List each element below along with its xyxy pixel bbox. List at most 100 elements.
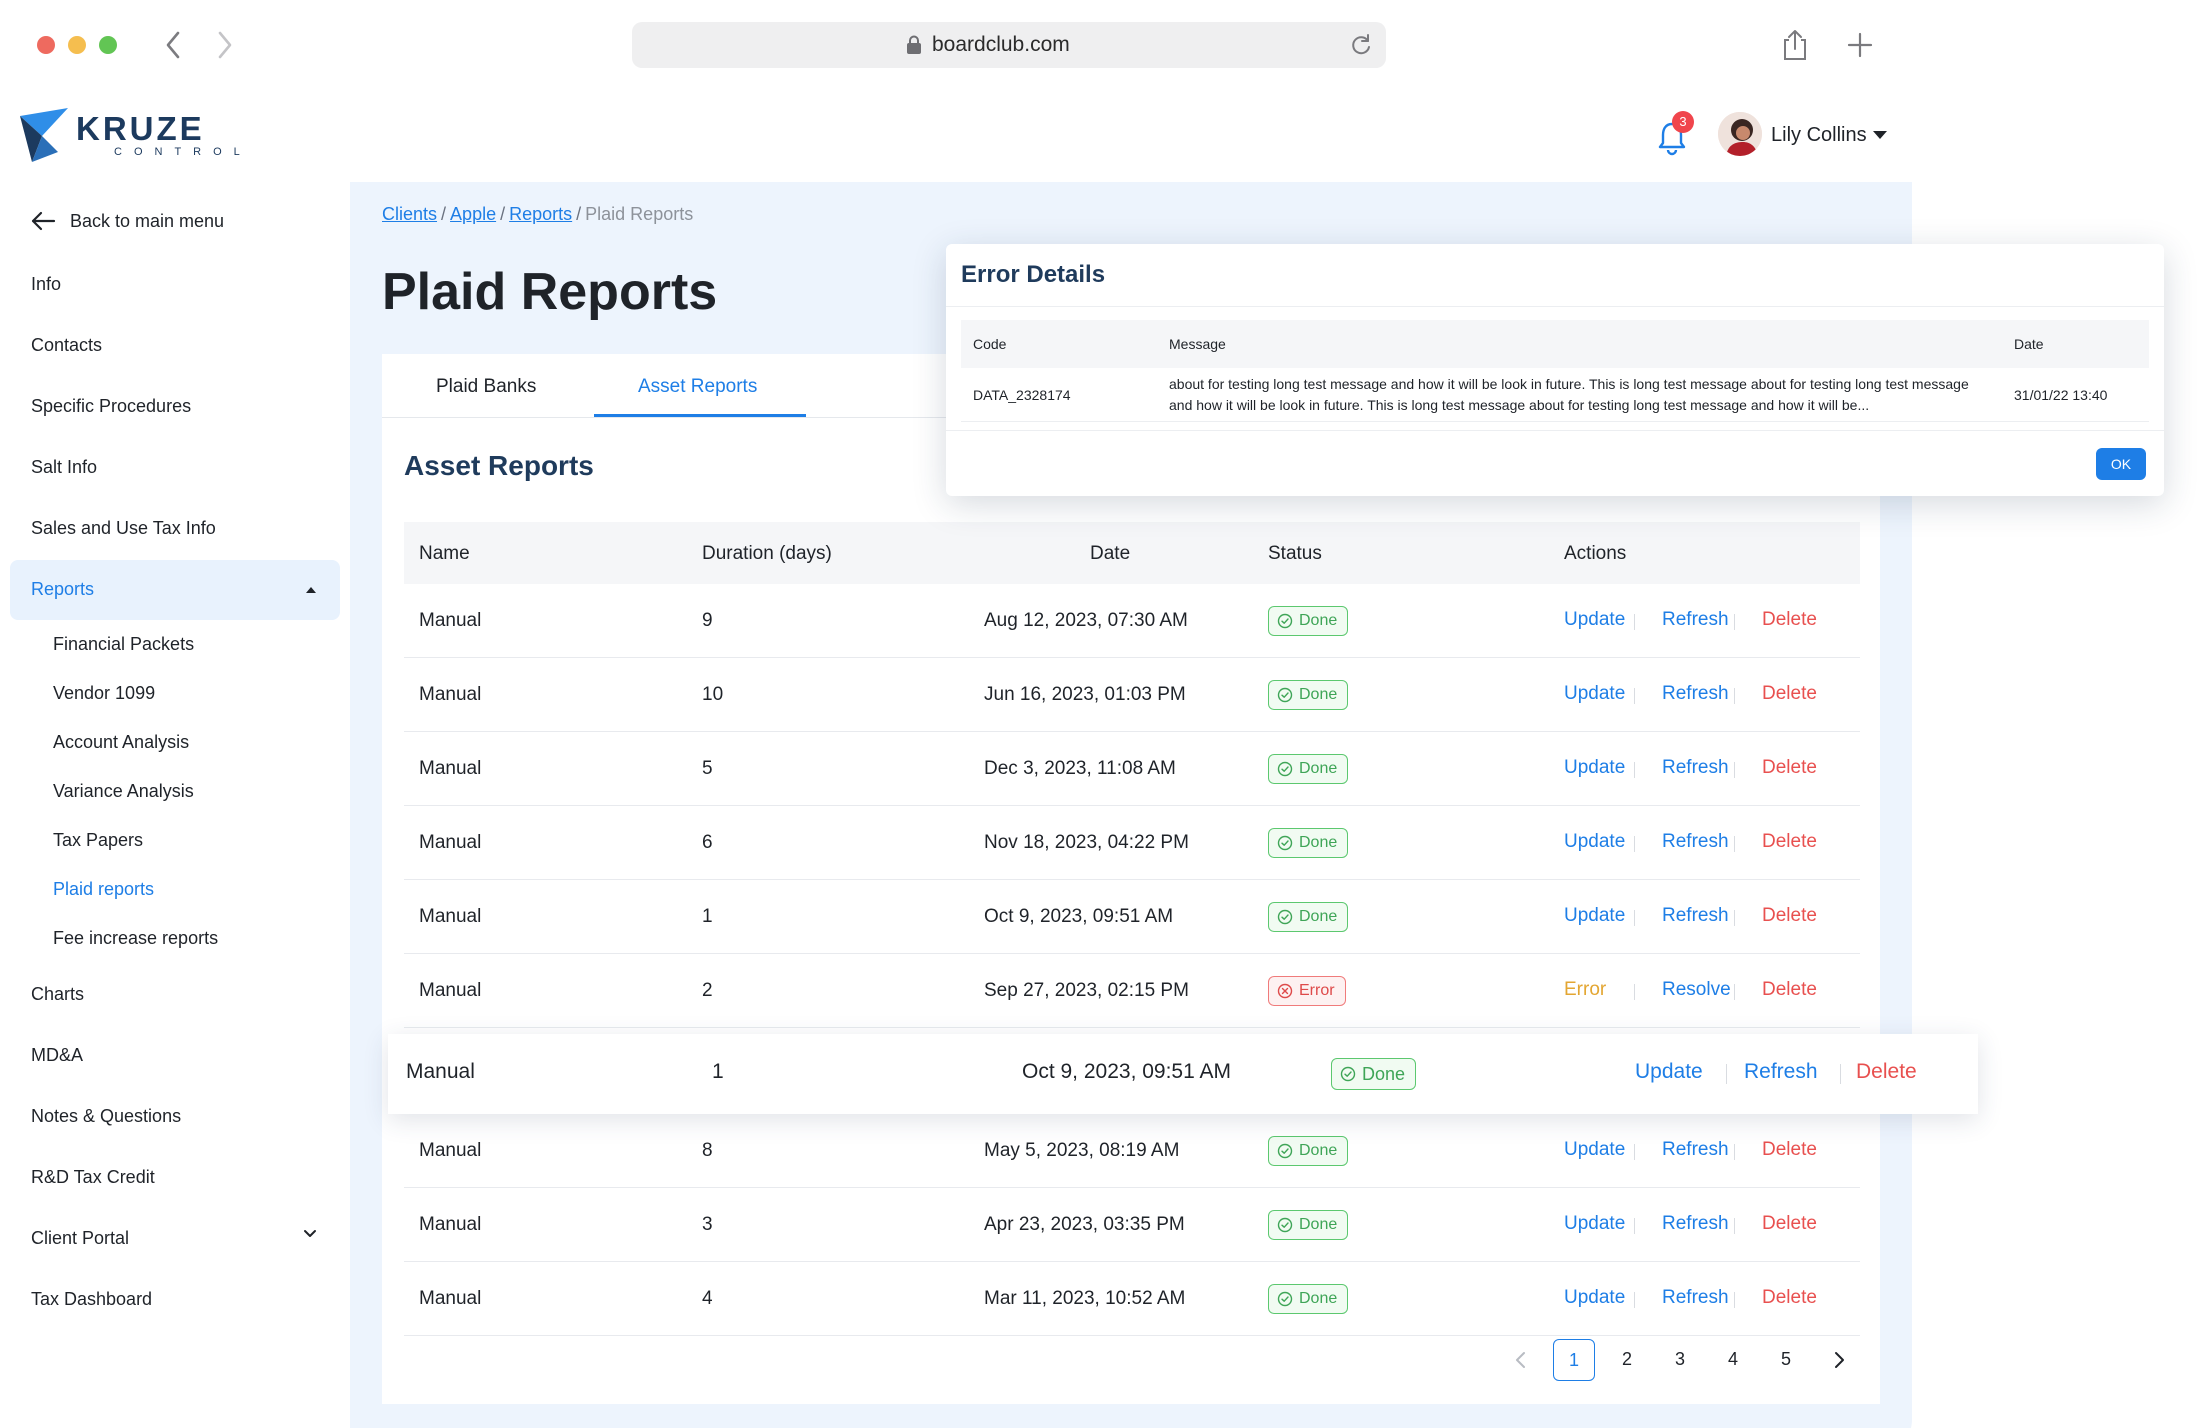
table-row[interactable]: Manual 5 Dec 3, 2023, 11:08 AM Done Update Re…	[404, 732, 1860, 806]
sidebar-subitem-variance-analysis[interactable]: Variance Analysis	[53, 781, 194, 801]
sidebar-subitem-fee-increase-reports[interactable]: Fee increase reports	[53, 928, 219, 948]
refresh-link[interactable]: Refresh	[1662, 683, 1729, 704]
pagination-page-1[interactable]: 1	[1553, 1339, 1595, 1381]
refresh-link[interactable]: Refresh	[1662, 609, 1729, 630]
breadcrumb-clients[interactable]: Clients	[382, 204, 438, 224]
delete-link[interactable]: Delete	[1762, 609, 1817, 630]
check-circle-icon	[1277, 687, 1293, 703]
table-row[interactable]: Manual 6 Nov 18, 2023, 04:22 PM Done Update R…	[404, 806, 1860, 880]
update-link[interactable]: Update	[1564, 757, 1626, 778]
delete-link[interactable]: Delete	[1856, 1060, 1917, 1083]
breadcrumb-apple[interactable]: Apple	[450, 204, 497, 224]
sidebar-item-info[interactable]: Info	[31, 274, 62, 294]
delete-link[interactable]: Delete	[1762, 1139, 1817, 1160]
refresh-link[interactable]: Refresh	[1662, 831, 1729, 852]
sidebar-subitem-account-analysis[interactable]: Account Analysis	[53, 732, 190, 752]
column-header-date[interactable]: Date	[1090, 543, 1131, 564]
table-row[interactable]: Manual 10 Jun 16, 2023, 01:03 PM Done Update…	[404, 658, 1860, 732]
action-separator	[1734, 1292, 1735, 1308]
breadcrumb-reports[interactable]: Reports	[509, 204, 573, 224]
user-name[interactable]: Lily Collins	[1771, 124, 1867, 146]
browser-chrome: boardclub.com	[0, 0, 2209, 90]
status-text: Done	[1299, 760, 1338, 777]
action-separator	[1734, 1144, 1735, 1160]
sidebar-item-mda[interactable]: MD&A	[31, 1045, 84, 1065]
delete-link[interactable]: Delete	[1762, 905, 1817, 926]
sidebar-item-notes-questions[interactable]: Notes & Questions	[31, 1106, 182, 1126]
pagination-page-5[interactable]: 5	[1780, 1349, 1791, 1369]
highlighted-table-row[interactable]: Manual 1 Oct 9, 2023, 09:51 AM Done Upda…	[388, 1034, 1978, 1114]
tab-asset-reports[interactable]: Asset Reports	[638, 376, 758, 397]
column-header-name[interactable]: Name	[419, 543, 470, 564]
chevron-down-icon[interactable]	[302, 1228, 318, 1240]
row-duration: 5	[702, 758, 713, 779]
update-link[interactable]: Update	[1564, 1287, 1626, 1308]
table-row[interactable]: Manual 1 Oct 9, 2023, 09:51 AM Done Update Re…	[404, 880, 1860, 954]
table-row[interactable]: Manual 8 May 5, 2023, 08:19 AM Done Update Re…	[404, 1114, 1860, 1188]
action-separator	[1634, 984, 1635, 1000]
delete-link[interactable]: Delete	[1762, 1213, 1817, 1234]
share-icon[interactable]	[1780, 28, 1810, 62]
sidebar-subitem-financial-packets[interactable]: Financial Packets	[53, 634, 195, 654]
update-link[interactable]: Update	[1564, 1139, 1626, 1160]
update-link[interactable]: Update	[1564, 831, 1626, 852]
refresh-link[interactable]: Refresh	[1662, 1287, 1729, 1308]
resolve-link[interactable]: Resolve	[1662, 979, 1731, 1000]
refresh-link[interactable]: Refresh	[1662, 1213, 1729, 1234]
sidebar-item-contacts[interactable]: Contacts	[31, 335, 103, 355]
window-zoom-button[interactable]	[99, 36, 117, 54]
refresh-link[interactable]: Refresh	[1744, 1060, 1818, 1083]
update-link[interactable]: Update	[1564, 1213, 1626, 1234]
modal-divider	[946, 430, 2164, 431]
table-row[interactable]: Manual 2 Sep 27, 2023, 02:15 PM Error Error R…	[404, 954, 1860, 1028]
ok-button[interactable]: OK	[2096, 448, 2146, 480]
update-link[interactable]: Update	[1564, 683, 1626, 704]
error-date: 31/01/22 13:40	[2014, 387, 2108, 403]
delete-link[interactable]: Delete	[1762, 757, 1817, 778]
column-header-duration[interactable]: Duration (days)	[702, 543, 832, 564]
table-row[interactable]: Manual 3 Apr 23, 2023, 03:35 PM Done Update R…	[404, 1188, 1860, 1262]
pagination-next-button[interactable]	[1818, 1339, 1860, 1381]
window-close-button[interactable]	[37, 36, 55, 54]
kruze-logo[interactable]: KRUZE CONTROL	[18, 106, 240, 166]
back-to-main-menu-link[interactable]: Back to main menu	[30, 206, 224, 236]
address-bar[interactable]: boardclub.com	[632, 22, 1386, 68]
sidebar-subitem-plaid-reports[interactable]: Plaid reports	[53, 879, 155, 899]
update-link[interactable]: Update	[1564, 609, 1626, 630]
sidebar-item-salt-info[interactable]: Salt Info	[31, 457, 98, 477]
caret-down-icon[interactable]	[1873, 131, 1887, 139]
pagination-page-2[interactable]: 2	[1621, 1349, 1632, 1369]
window-minimize-button[interactable]	[68, 36, 86, 54]
table-row[interactable]: Manual 9 Aug 12, 2023, 07:30 AM Done Update R…	[404, 584, 1860, 658]
chevron-right-icon[interactable]	[210, 28, 238, 62]
delete-link[interactable]: Delete	[1762, 831, 1817, 852]
pagination-page-4[interactable]: 4	[1727, 1349, 1738, 1369]
breadcrumb-current: Plaid Reports	[585, 204, 694, 224]
sidebar-item-tax-dashboard[interactable]: Tax Dashboard	[31, 1289, 153, 1309]
pagination-page-3[interactable]: 3	[1674, 1349, 1685, 1369]
sidebar-item-client-portal[interactable]: Client Portal	[31, 1228, 130, 1248]
sidebar-item-specific-procedures[interactable]: Specific Procedures	[31, 396, 192, 416]
update-link[interactable]: Update	[1564, 905, 1626, 926]
sidebar-item-rd-tax-credit[interactable]: R&D Tax Credit	[31, 1167, 155, 1187]
refresh-link[interactable]: Refresh	[1662, 757, 1729, 778]
delete-link[interactable]: Delete	[1762, 1287, 1817, 1308]
sidebar-subitem-vendor-1099[interactable]: Vendor 1099	[53, 683, 156, 703]
delete-link[interactable]: Delete	[1762, 683, 1817, 704]
avatar[interactable]	[1718, 112, 1762, 156]
tab-plaid-banks[interactable]: Plaid Banks	[436, 376, 537, 397]
refresh-link[interactable]: Refresh	[1662, 1139, 1729, 1160]
action-separator	[1634, 762, 1635, 778]
pagination-prev-button[interactable]	[1500, 1339, 1542, 1381]
sidebar-subitem-tax-papers[interactable]: Tax Papers	[53, 830, 144, 850]
update-link[interactable]: Update	[1635, 1060, 1703, 1083]
sidebar-item-charts[interactable]: Charts	[31, 984, 85, 1004]
chevron-left-icon[interactable]	[160, 28, 188, 62]
sidebar-item-sales-use-tax-info[interactable]: Sales and Use Tax Info	[31, 518, 216, 538]
sidebar-item-reports[interactable]: Reports	[10, 560, 340, 620]
refresh-link[interactable]: Refresh	[1662, 905, 1729, 926]
reload-icon[interactable]	[1348, 32, 1374, 58]
new-tab-plus-icon[interactable]	[1845, 30, 1875, 60]
table-row[interactable]: Manual 4 Mar 11, 2023, 10:52 AM Done Update R…	[404, 1262, 1860, 1336]
delete-link[interactable]: Delete	[1762, 979, 1817, 1000]
